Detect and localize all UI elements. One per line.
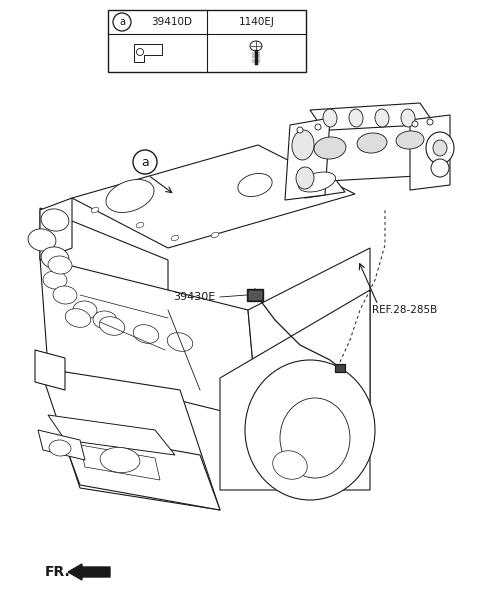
- Ellipse shape: [245, 360, 375, 500]
- Polygon shape: [40, 258, 258, 420]
- Polygon shape: [310, 103, 435, 132]
- Ellipse shape: [28, 229, 56, 251]
- Ellipse shape: [375, 109, 389, 127]
- FancyBboxPatch shape: [335, 364, 345, 372]
- Ellipse shape: [100, 447, 140, 472]
- Polygon shape: [40, 208, 168, 310]
- Ellipse shape: [171, 235, 179, 241]
- Text: a: a: [119, 17, 125, 27]
- Ellipse shape: [315, 124, 321, 130]
- Ellipse shape: [292, 130, 314, 160]
- Ellipse shape: [412, 121, 418, 127]
- Ellipse shape: [41, 209, 69, 231]
- Ellipse shape: [43, 271, 67, 289]
- Ellipse shape: [297, 127, 303, 133]
- Ellipse shape: [357, 133, 387, 153]
- Ellipse shape: [273, 451, 307, 479]
- FancyArrow shape: [68, 564, 110, 580]
- Ellipse shape: [48, 256, 72, 274]
- Ellipse shape: [250, 41, 262, 51]
- Ellipse shape: [136, 49, 144, 55]
- Polygon shape: [410, 115, 450, 190]
- Ellipse shape: [91, 207, 99, 213]
- Ellipse shape: [299, 172, 336, 192]
- Ellipse shape: [296, 167, 314, 189]
- Polygon shape: [134, 44, 162, 62]
- Ellipse shape: [99, 317, 125, 336]
- Ellipse shape: [401, 109, 415, 127]
- Ellipse shape: [53, 286, 77, 304]
- Polygon shape: [38, 430, 85, 460]
- Ellipse shape: [65, 309, 91, 327]
- Polygon shape: [48, 415, 175, 455]
- Polygon shape: [35, 350, 65, 390]
- Text: 39430E: 39430E: [173, 292, 215, 302]
- FancyBboxPatch shape: [108, 10, 306, 72]
- Ellipse shape: [167, 333, 193, 351]
- Ellipse shape: [41, 247, 69, 269]
- Ellipse shape: [211, 232, 219, 238]
- Ellipse shape: [431, 159, 449, 177]
- Ellipse shape: [280, 398, 350, 478]
- Ellipse shape: [323, 109, 337, 127]
- Polygon shape: [72, 145, 355, 248]
- Polygon shape: [290, 172, 345, 198]
- Polygon shape: [80, 445, 160, 480]
- FancyBboxPatch shape: [249, 291, 261, 299]
- Ellipse shape: [133, 325, 159, 344]
- Ellipse shape: [73, 301, 97, 319]
- Polygon shape: [40, 368, 220, 510]
- Polygon shape: [285, 118, 330, 200]
- Text: 39410D: 39410D: [152, 17, 192, 27]
- Ellipse shape: [136, 223, 144, 228]
- Ellipse shape: [426, 132, 454, 164]
- Circle shape: [133, 150, 157, 174]
- Ellipse shape: [433, 140, 447, 156]
- Ellipse shape: [106, 179, 154, 212]
- Ellipse shape: [349, 109, 363, 127]
- Text: 1140EJ: 1140EJ: [239, 17, 275, 27]
- Ellipse shape: [396, 131, 424, 149]
- FancyBboxPatch shape: [247, 289, 263, 301]
- Ellipse shape: [49, 440, 71, 456]
- Text: a: a: [141, 156, 149, 168]
- Polygon shape: [295, 125, 435, 182]
- Ellipse shape: [427, 119, 433, 125]
- Ellipse shape: [238, 173, 272, 196]
- Ellipse shape: [93, 311, 117, 329]
- Polygon shape: [60, 430, 220, 510]
- Polygon shape: [248, 248, 370, 420]
- Text: REF.28-285B: REF.28-285B: [372, 305, 437, 315]
- Text: FR.: FR.: [45, 565, 71, 579]
- Ellipse shape: [314, 137, 346, 159]
- Polygon shape: [40, 198, 72, 260]
- Polygon shape: [220, 290, 370, 490]
